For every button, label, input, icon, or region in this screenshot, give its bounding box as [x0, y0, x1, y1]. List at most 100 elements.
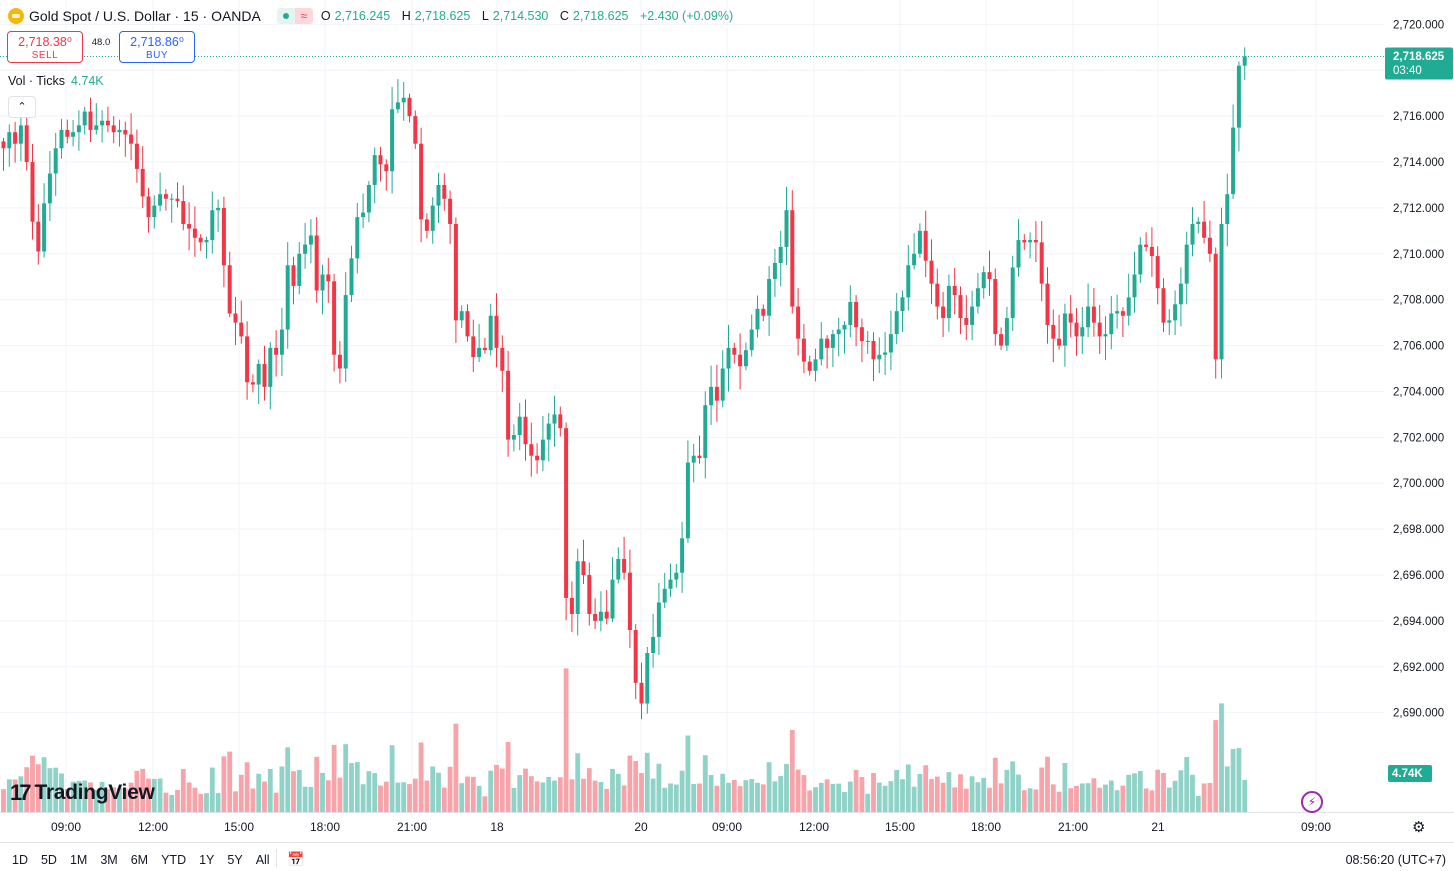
candle-body: [761, 308, 766, 316]
candle-body: [1062, 313, 1067, 346]
range-button-1d[interactable]: 1D: [12, 853, 28, 867]
symbol-title[interactable]: Gold Spot / U.S. Dollar · 15 · OANDA: [29, 8, 261, 24]
range-button-1m[interactable]: 1M: [69, 853, 88, 867]
candle-body: [1184, 244, 1189, 284]
volume-bar: [813, 787, 818, 812]
gold-symbol-icon: [8, 8, 24, 24]
volume-bar: [1016, 774, 1021, 812]
volume-bar: [35, 764, 41, 812]
volume-bar: [1132, 773, 1137, 812]
candle-body: [1225, 194, 1230, 224]
volume-bar: [12, 779, 18, 812]
volume-bar: [981, 777, 987, 812]
volume-bar: [1219, 703, 1224, 812]
candle-body: [111, 125, 116, 133]
price-axis[interactable]: 2,690.000 2,692.000 2,694.000 2,696.000 2,69…: [1384, 0, 1454, 812]
sell-button[interactable]: 2,718.38⁰ SELL: [7, 31, 83, 63]
volume-bar: [59, 773, 64, 812]
volume-bar: [1114, 790, 1120, 812]
volume-bar: [383, 781, 389, 812]
time-tick-label: 12:00: [799, 820, 829, 834]
spread-value: 48.0: [91, 36, 111, 48]
calendar-icon[interactable]: 📅: [287, 851, 305, 867]
candle-body: [1016, 240, 1021, 268]
last-price-badge: [1385, 47, 1453, 80]
candle-body: [372, 155, 377, 185]
volume-legend[interactable]: Vol · Ticks 4.74K: [8, 74, 104, 88]
candle-body: [105, 120, 110, 126]
volume-bar: [697, 783, 702, 812]
range-button-5d[interactable]: 5D: [40, 853, 57, 867]
candle-body: [778, 246, 783, 263]
volume-bar: [552, 780, 557, 812]
market-status[interactable]: ≈: [276, 8, 313, 24]
candle-body: [854, 301, 859, 328]
volume-bar: [163, 792, 169, 812]
volume-bar: [169, 794, 175, 812]
range-button-ytd[interactable]: YTD: [161, 853, 187, 867]
candle-body: [1132, 274, 1137, 298]
collapse-legend-button[interactable]: ⌃: [8, 96, 36, 118]
volume-bar: [233, 791, 238, 812]
range-button-1y[interactable]: 1Y: [199, 853, 215, 867]
price-change: +2.430 (+0.09%): [639, 9, 734, 23]
range-button-all[interactable]: All: [255, 853, 270, 867]
volume-bar: [24, 767, 30, 812]
candle-body: [929, 260, 934, 284]
time-tick-label: 12:00: [138, 820, 168, 834]
volume-bar: [291, 771, 296, 812]
candle-body: [500, 347, 505, 371]
candle-body: [221, 207, 226, 266]
candle-body: [192, 228, 197, 238]
candle-body: [819, 338, 824, 360]
time-axis[interactable]: 09:00 12:00 15:00 18:00 21:00 18 20 09:00 12:00 1…: [0, 812, 1454, 835]
volume-bar: [476, 785, 482, 812]
trade-buttons: 2,718.38⁰ SELL 48.0 2,718.86⁰ BUY: [7, 31, 195, 63]
volume-bar: [209, 767, 215, 812]
buy-button[interactable]: 2,718.86⁰ BUY: [119, 31, 195, 63]
candle-body: [395, 102, 400, 110]
candle-body: [1, 141, 6, 149]
volume-bar: [789, 729, 795, 812]
volume-bar: [494, 764, 499, 812]
candle-body: [1091, 306, 1096, 323]
volume-bar: [987, 787, 992, 812]
volume-bar: [1027, 788, 1033, 812]
lightning-icon[interactable]: ⚡: [1301, 791, 1323, 813]
volume-bar: [969, 776, 975, 812]
candle-body: [836, 329, 841, 335]
candle-body: [465, 311, 470, 337]
candle-body: [685, 462, 690, 539]
range-button-6m[interactable]: 6M: [130, 853, 149, 867]
candle-body: [227, 265, 232, 314]
candle-body: [894, 311, 899, 335]
timezone-clock[interactable]: 08:56:20 (UTC+7): [1345, 853, 1446, 867]
candle-body: [245, 336, 250, 383]
volume-bar: [186, 782, 192, 812]
volume-bar: [180, 769, 186, 812]
range-button-5y[interactable]: 5Y: [227, 853, 243, 867]
range-button-3m[interactable]: 3M: [100, 853, 118, 867]
price-chart[interactable]: 2,690.000 2,692.000 2,694.000 2,696.000 2,69…: [0, 0, 1454, 842]
volume-bar: [633, 760, 639, 812]
date-ranges: 1D 5D 1M 3M 6M YTD 1Y 5Y All: [12, 853, 283, 867]
candle-body: [36, 221, 41, 252]
chart-header: Gold Spot / U.S. Dollar · 15 · OANDA ≈ O…: [8, 6, 737, 26]
volume-bar: [1236, 748, 1242, 812]
volume-bar: [1120, 785, 1126, 812]
tradingview-logo[interactable]: 17 TradingView: [10, 780, 155, 805]
candle-body: [888, 334, 893, 353]
volume-bar: [453, 723, 459, 812]
volume-bar: [360, 784, 366, 812]
volume-bar: [749, 779, 755, 812]
volume-bar: [447, 766, 453, 812]
gear-icon[interactable]: ⚙: [1412, 819, 1426, 836]
candle-body: [981, 272, 986, 289]
volume-bar: [1190, 774, 1195, 812]
time-tick-label: 18:00: [971, 820, 1001, 834]
volume-bar: [1079, 783, 1085, 812]
candle-body: [442, 184, 447, 199]
volume-bar: [279, 766, 285, 812]
candle-body: [1028, 240, 1033, 243]
candle-body: [877, 354, 882, 360]
